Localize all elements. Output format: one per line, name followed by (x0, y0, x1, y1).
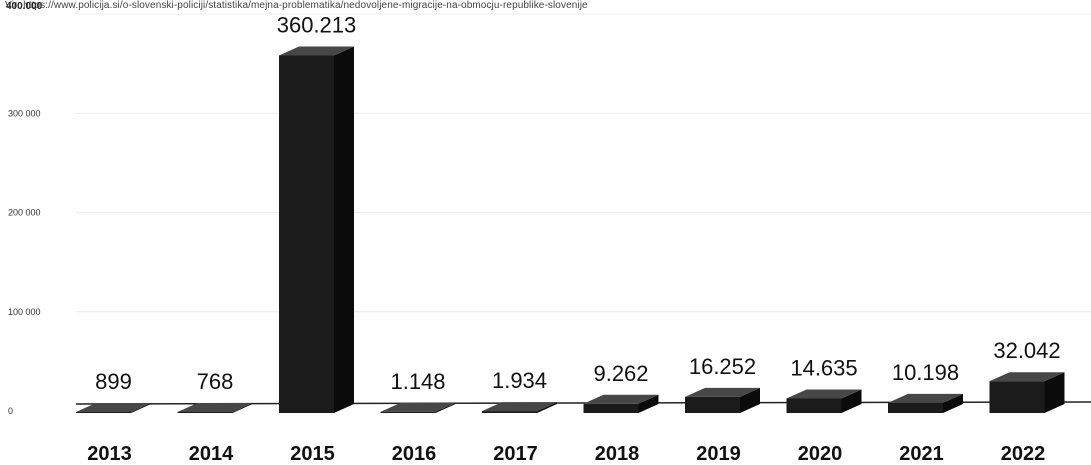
bar-top-face (989, 372, 1065, 382)
category-label: 2021 (899, 443, 944, 465)
bar-2021 (888, 393, 963, 413)
data-labels: 899 768 360.213 1.148 1.934 9.262 16.252 14.635… (95, 12, 1061, 394)
data-label: 1.148 (390, 369, 445, 394)
bar-2019 (685, 387, 760, 413)
bar-front-face (583, 403, 639, 413)
bar-2015 (279, 46, 354, 414)
bar-side-face (131, 403, 151, 413)
data-label: 10.198 (892, 360, 959, 385)
bar-front-face (888, 402, 943, 413)
data-label: 899 (95, 369, 132, 394)
bar-2022 (989, 372, 1065, 413)
category-label: 2013 (87, 443, 132, 465)
bar-front-face (177, 412, 233, 413)
bar-2016 (380, 402, 456, 413)
bar-top-face (685, 387, 760, 397)
bar-side-face (841, 389, 862, 413)
y-tick-label: 300 000 (8, 108, 41, 118)
category-label: 2016 (392, 443, 437, 465)
bar-top-face (888, 393, 963, 403)
data-label: 16.252 (689, 354, 756, 379)
bar-side-face (638, 394, 659, 413)
source-note: Vir: https://www.policija.si/o-slovenski… (5, 0, 588, 11)
bar-front-face (482, 411, 537, 413)
y-tick-label: 0 (8, 406, 13, 416)
bar-front-face (76, 412, 131, 413)
bar-front-face (989, 381, 1045, 413)
bar-side-face (232, 403, 253, 413)
bar-top-face (583, 394, 659, 404)
bar-front-face (279, 55, 334, 414)
y-tick-label: 100 000 (8, 307, 41, 317)
category-label: 2015 (290, 443, 335, 465)
category-label: 2019 (696, 443, 741, 465)
category-label: 2017 (493, 443, 538, 465)
category-label: 2018 (595, 443, 640, 465)
bar-front-face (786, 398, 842, 413)
data-label: 360.213 (277, 12, 357, 37)
bar-2017 (482, 402, 557, 413)
bar-side-face (537, 402, 557, 413)
bar-2020 (786, 389, 862, 413)
bar-top-face (786, 389, 862, 399)
bars (76, 46, 1065, 414)
grid-lines (76, 13, 1091, 313)
y-axis-tick-labels: 0 100 000 200 000 300 000 400.000 (6, 1, 43, 416)
bar-2014 (177, 403, 253, 413)
bar-side-face (435, 402, 456, 413)
bar-top-face (76, 403, 151, 412)
bar-2018 (583, 394, 659, 413)
bar-top-face (482, 402, 557, 412)
y-tick-label: 400.000 (6, 1, 43, 12)
x-axis-category-labels: 2013 2014 2015 2016 2017 2018 2019 2020 2021 2022 (87, 443, 1045, 465)
y-tick-label: 200 000 (8, 208, 41, 218)
data-label: 14.635 (790, 355, 857, 380)
category-label: 2020 (798, 443, 843, 465)
bar-front-face (685, 396, 740, 413)
bar-top-face (177, 403, 253, 412)
category-label: 2022 (1001, 443, 1046, 465)
category-label: 2014 (189, 443, 234, 465)
data-label: 9.262 (593, 361, 648, 386)
bar-top-face (380, 402, 456, 412)
bar-side-face (1044, 372, 1065, 413)
data-label: 768 (197, 369, 234, 394)
bar-side-face (334, 46, 354, 414)
bar-2013 (76, 403, 151, 413)
bar-front-face (380, 411, 436, 413)
bar-side-face (943, 393, 963, 413)
bar-side-face (740, 387, 760, 413)
data-label: 32.042 (993, 338, 1060, 363)
bar-top-face (279, 46, 354, 56)
data-label: 1.934 (492, 368, 547, 393)
